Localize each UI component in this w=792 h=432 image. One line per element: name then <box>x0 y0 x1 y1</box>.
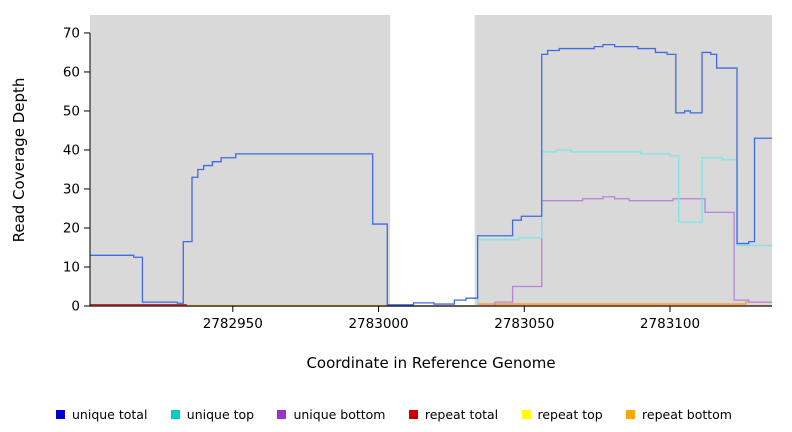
legend-item: repeat bottom <box>626 407 732 422</box>
legend-swatch <box>56 410 65 419</box>
legend-swatch <box>521 410 531 419</box>
legend-item: repeat total <box>408 407 499 422</box>
x-tick-label: 2783000 <box>348 316 408 332</box>
legend-label: repeat total <box>424 407 499 422</box>
legend-label: unique bottom <box>293 407 386 422</box>
legend-label: unique total <box>72 407 148 422</box>
legend-item: repeat top <box>521 407 603 422</box>
y-axis-title: Read Coverage Depth <box>10 78 28 243</box>
x-tick-label: 2783100 <box>640 316 700 332</box>
y-tick-label: 10 <box>63 259 80 275</box>
legend-item: unique bottom <box>277 407 386 422</box>
axes: 2782950 2783000 2783050 2783100 0 10 20 30 40 50 6… <box>63 25 772 332</box>
y-tick-label: 50 <box>63 103 80 119</box>
legend-label: repeat top <box>537 407 603 422</box>
y-tick-label: 40 <box>63 142 80 158</box>
legend-item: unique total <box>56 407 147 422</box>
x-tick-label: 2782950 <box>203 316 263 332</box>
x-tick-label: 2783050 <box>494 316 554 332</box>
legend-swatch <box>170 410 180 419</box>
legend-swatch <box>626 410 636 419</box>
x-axis-title: Coordinate in Reference Genome <box>306 354 555 372</box>
legend-swatch <box>408 410 418 419</box>
repeat-region-shading <box>90 15 772 306</box>
legend-item: unique top <box>170 407 255 422</box>
legend-swatch <box>277 410 287 419</box>
chart-canvas: 2782950 2783000 2783050 2783100 0 10 20 30 40 50 6… <box>10 15 772 372</box>
y-tick-label: 0 <box>71 299 80 315</box>
y-tick-label: 20 <box>63 220 80 236</box>
legend-label: repeat bottom <box>642 407 732 422</box>
y-tick-label: 30 <box>63 181 80 197</box>
y-tick-label: 70 <box>63 25 80 41</box>
legend: unique total unique top unique bottom re… <box>0 407 792 422</box>
y-tick-label: 60 <box>63 64 80 80</box>
legend-label: unique top <box>186 407 255 422</box>
